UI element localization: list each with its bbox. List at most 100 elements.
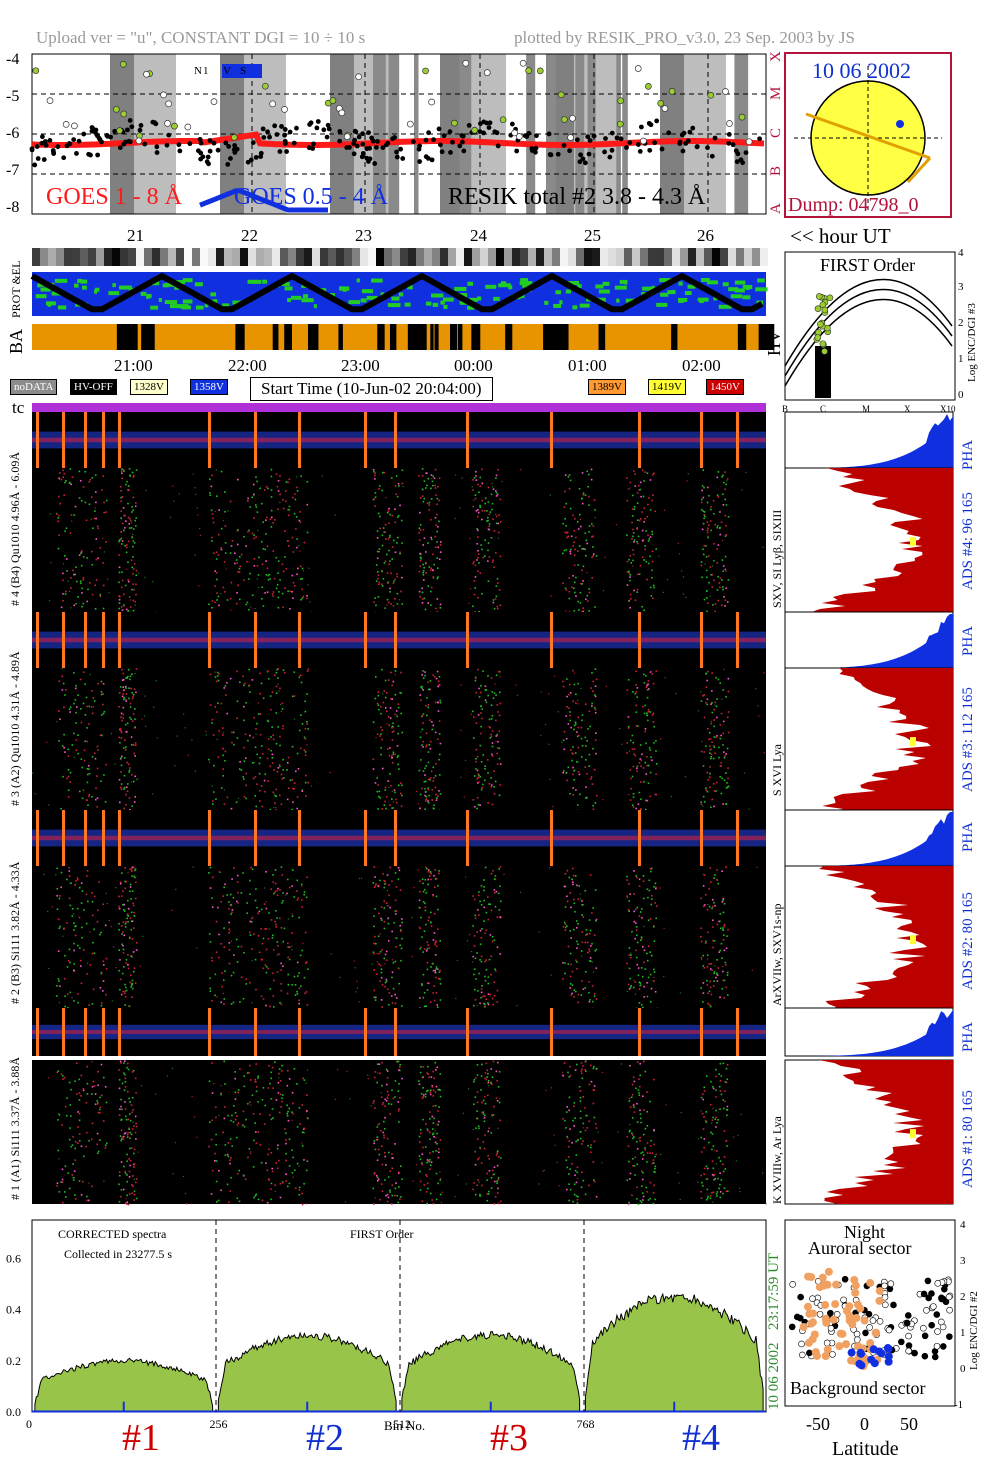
spectrogram-pixel bbox=[635, 956, 638, 959]
spectrogram-pixel bbox=[152, 580, 154, 583]
spectrogram-pixel bbox=[706, 771, 709, 774]
pha-column bbox=[298, 412, 301, 468]
resik-point bbox=[326, 126, 332, 132]
resik-point bbox=[644, 83, 652, 90]
spectrogram-pixel bbox=[438, 971, 441, 973]
spectrogram-pixel bbox=[484, 767, 486, 770]
spectrogram-pixel bbox=[631, 775, 634, 778]
pha-column bbox=[736, 810, 739, 866]
spectrogram-pixel bbox=[700, 750, 703, 753]
resik-point bbox=[177, 148, 183, 154]
spectrogram-pixel bbox=[133, 1193, 136, 1196]
spectrogram-pixel bbox=[702, 469, 704, 472]
spectrogram-pixel bbox=[126, 1194, 129, 1197]
spectrogram-pixel bbox=[722, 911, 725, 914]
spectrogram-pixel bbox=[479, 775, 482, 778]
spectrogram-pixel bbox=[705, 789, 708, 791]
spectrogram-pixel bbox=[399, 551, 401, 554]
spectrogram-pixel bbox=[272, 881, 275, 883]
spectrogram-pixel bbox=[271, 753, 274, 756]
spectrogram-pixel bbox=[131, 1128, 134, 1130]
spectrogram-pixel bbox=[566, 895, 568, 898]
pha-line bbox=[32, 637, 766, 643]
spectrogram-pixel bbox=[483, 899, 485, 902]
spectrogram-pixel bbox=[582, 610, 585, 613]
spectrogram-pixel bbox=[399, 1198, 401, 1200]
prot-cell bbox=[424, 248, 432, 266]
spectrogram-pixel bbox=[258, 910, 261, 913]
spectrogram-pixel bbox=[432, 1133, 434, 1136]
spectrogram-pixel bbox=[640, 759, 643, 762]
resik-point bbox=[745, 138, 753, 146]
spectrogram-pixel bbox=[208, 1145, 210, 1148]
spectrogram-pixel bbox=[255, 805, 258, 808]
spectrogram-pixel bbox=[651, 533, 654, 536]
spectrogram-pixel bbox=[75, 580, 78, 583]
spectrogram-pixel bbox=[577, 761, 579, 763]
spectrogram-pixel bbox=[215, 1180, 218, 1183]
spectrogram-pixel bbox=[178, 493, 180, 495]
spectrogram-pixel bbox=[438, 558, 441, 561]
resik-point bbox=[423, 137, 429, 143]
resik-point bbox=[143, 70, 150, 78]
spectrogram-pixel bbox=[626, 499, 629, 502]
spectrogram-pixel bbox=[257, 1131, 260, 1133]
resik-point bbox=[609, 147, 615, 153]
spectrogram-pixel bbox=[381, 489, 383, 492]
spectrogram-pixel bbox=[479, 572, 482, 574]
spectrogram-pixel bbox=[131, 987, 134, 990]
resik-point bbox=[416, 146, 422, 152]
spectrogram-pixel bbox=[436, 497, 439, 500]
spectrogram-pixel bbox=[105, 541, 107, 543]
spectrogram-pixel bbox=[568, 474, 571, 476]
spectrogram-pixel bbox=[125, 1118, 128, 1121]
spectrogram-pixel bbox=[562, 770, 565, 772]
spectrogram-pixel bbox=[303, 749, 306, 751]
spectrogram-pixel bbox=[709, 595, 711, 597]
resik-point bbox=[71, 122, 78, 130]
spectrogram-pixel bbox=[74, 1198, 77, 1200]
ba-cell bbox=[338, 324, 343, 350]
spectrogram-pixel bbox=[432, 939, 435, 941]
spectrogram-pixel bbox=[642, 875, 645, 877]
spectrogram-pixel bbox=[275, 671, 278, 674]
spectrogram-pixel bbox=[710, 881, 712, 883]
spectrogram-pixel bbox=[125, 746, 127, 749]
spectrogram-pixel bbox=[632, 559, 634, 562]
spectrogram-pixel bbox=[433, 777, 435, 779]
spectrogram-pixel bbox=[97, 1111, 100, 1114]
spectrogram-pixel bbox=[635, 690, 637, 693]
spectrogram-pixel bbox=[270, 496, 273, 498]
spectrogram-pixel bbox=[652, 721, 655, 723]
spectrogram-pixel bbox=[482, 556, 485, 559]
el-cell bbox=[119, 285, 132, 290]
spectrogram-pixel bbox=[123, 774, 126, 777]
first-order-point bbox=[821, 348, 828, 355]
resik-point bbox=[618, 136, 624, 142]
resik-point bbox=[164, 120, 171, 127]
spectrogram-pixel bbox=[579, 525, 582, 528]
spectrogram-pixel bbox=[95, 517, 97, 520]
spectrogram-pixel bbox=[395, 493, 397, 496]
spectrogram-pixel bbox=[581, 980, 583, 982]
spectrogram-pixel bbox=[495, 740, 497, 742]
spectrogram-pixel bbox=[75, 602, 77, 605]
spectrogram-pixel bbox=[265, 1162, 267, 1164]
spectrogram-pixel bbox=[702, 992, 705, 994]
spectrogram-pixel bbox=[272, 591, 275, 593]
spectrogram-pixel bbox=[285, 1132, 287, 1135]
spectrogram-pixel bbox=[131, 522, 133, 524]
spectrogram-pixel bbox=[640, 938, 643, 940]
spectrogram-pixel bbox=[132, 1175, 134, 1177]
spectrogram-pixel bbox=[435, 494, 437, 496]
spectrogram-pixel bbox=[386, 1090, 389, 1093]
spectrogram-pixel bbox=[60, 606, 63, 609]
spectrogram-pixel bbox=[62, 563, 65, 565]
spectrogram-pixel bbox=[572, 669, 574, 672]
spectrogram-pixel bbox=[224, 970, 226, 973]
spectrogram-pixel bbox=[723, 481, 725, 484]
spectrogram-pixel bbox=[593, 499, 596, 501]
ba-cell bbox=[505, 324, 513, 350]
spectrogram-pixel bbox=[56, 985, 58, 987]
spectrogram-pixel bbox=[651, 673, 654, 675]
